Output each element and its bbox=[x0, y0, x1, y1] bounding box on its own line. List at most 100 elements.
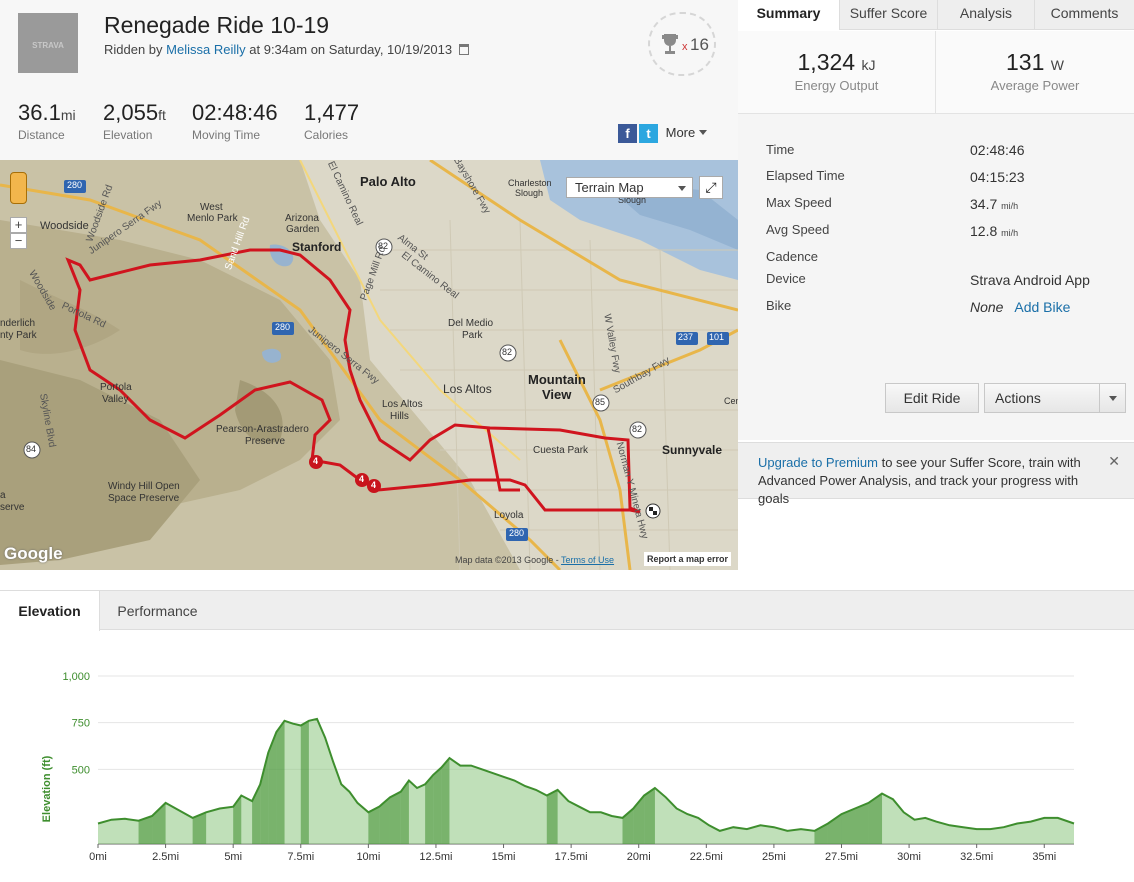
detail-value: 12.8 bbox=[970, 223, 998, 239]
map-label-los-altos-hills: Los Altos bbox=[382, 399, 423, 410]
climb-segment bbox=[276, 720, 285, 844]
stat-label: Elevation bbox=[103, 128, 153, 142]
street-view-pegman-icon[interactable] bbox=[10, 172, 27, 204]
edit-ride-button[interactable]: Edit Ride bbox=[885, 383, 979, 413]
route-map[interactable]: 4 4 4 280 280 280 101 237 82 82 82 85 84… bbox=[0, 160, 738, 570]
chevron-down-icon bbox=[699, 129, 708, 135]
stat-moving-time: 02:48:46 Moving Time bbox=[192, 100, 278, 142]
map-label-portola: Portola bbox=[100, 382, 132, 393]
stat-unit: mi bbox=[60, 107, 76, 123]
map-label-los-altos-hills-2: Hills bbox=[390, 411, 409, 422]
stat-label: Calories bbox=[304, 128, 349, 142]
segment-marker[interactable]: 4 bbox=[313, 456, 319, 466]
map-label-cen: Cen bbox=[724, 396, 738, 406]
energy-output-box: 1,324 kJ Energy Output bbox=[738, 31, 936, 113]
add-bike-link[interactable]: Add Bike bbox=[1014, 299, 1071, 315]
tab-elevation[interactable]: Elevation bbox=[0, 591, 100, 632]
segment-marker[interactable]: 4 bbox=[371, 480, 377, 490]
achievements-multiplier: x bbox=[682, 41, 688, 53]
twitter-icon[interactable]: t bbox=[639, 124, 658, 143]
trophy-icon bbox=[662, 34, 678, 54]
map-label-del-medio: Del Medio bbox=[448, 318, 494, 329]
map-label-palo-alto: Palo Alto bbox=[360, 174, 416, 189]
detail-value: 02:48:46 bbox=[970, 142, 1025, 158]
x-tick-label: 10mi bbox=[356, 851, 380, 863]
x-tick-label: 2.5mi bbox=[152, 851, 179, 863]
close-icon[interactable]: ✕ bbox=[1108, 453, 1120, 469]
detail-label-avg-speed: Avg Speed bbox=[766, 222, 830, 237]
map-type-select[interactable]: Terrain Map bbox=[566, 177, 693, 198]
fullscreen-icon[interactable]: ⤢ bbox=[699, 176, 723, 199]
report-map-error-link[interactable]: Report a map error bbox=[644, 552, 732, 566]
stat-label: Moving Time bbox=[192, 128, 261, 142]
x-tick-label: 20mi bbox=[627, 851, 651, 863]
detail-label-time: Time bbox=[766, 142, 795, 157]
stat-value: 36.1 bbox=[18, 100, 61, 125]
map-label-charleston: Charleston bbox=[508, 178, 552, 188]
tab-suffer-score[interactable]: Suffer Score bbox=[839, 0, 937, 30]
highway-label: 101 bbox=[709, 332, 725, 342]
climb-segment bbox=[260, 752, 269, 844]
map-label-mountain-view-2: View bbox=[542, 387, 572, 402]
more-share-button[interactable]: More bbox=[666, 125, 708, 140]
energy-unit: kJ bbox=[861, 57, 876, 73]
actions-label: Actions bbox=[995, 390, 1041, 406]
map-canvas bbox=[0, 160, 738, 570]
zoom-out-button[interactable]: − bbox=[10, 233, 27, 249]
y-tick-label: 1,000 bbox=[62, 671, 90, 683]
ride-title: Renegade Ride 10-19 bbox=[104, 12, 330, 38]
elevation-chart-svg: 500 750 1,000 0mi 2.5mi 5mi 7.5mi 10mi 12.5mi 15… bbox=[41, 671, 1075, 863]
detail-unit: mi/h bbox=[1001, 228, 1019, 238]
tab-comments[interactable]: Comments bbox=[1034, 0, 1134, 30]
detail-value-avg-speed: 12.8 mi/h bbox=[970, 223, 1018, 239]
detail-value-elapsed-time: 04:15:23 bbox=[970, 169, 1025, 185]
x-tick-label: 30mi bbox=[897, 851, 921, 863]
tab-performance[interactable]: Performance bbox=[117, 603, 198, 619]
climb-segment bbox=[855, 802, 869, 844]
chevron-down-icon[interactable] bbox=[1099, 384, 1125, 412]
rider-name-link[interactable]: Melissa Reilly bbox=[166, 42, 246, 57]
energy-value: 1,324 bbox=[797, 49, 856, 75]
activity-header: STRAVA Renegade Ride 10-19 Ridden by Mel… bbox=[0, 0, 738, 160]
terms-link[interactable]: Terms of Use bbox=[561, 555, 615, 565]
actions-button[interactable]: Actions bbox=[984, 383, 1126, 413]
detail-value-max-speed: 34.7 mi/h bbox=[970, 196, 1018, 212]
climb-segment bbox=[868, 793, 883, 844]
climb-segment bbox=[252, 784, 261, 844]
ride-subtitle: Ridden by Melissa Reilly at 9:34am on Sa… bbox=[104, 42, 469, 57]
climb-segment bbox=[268, 732, 277, 844]
athlete-avatar[interactable]: STRAVA bbox=[18, 13, 78, 73]
x-tick-label: 5mi bbox=[224, 851, 242, 863]
map-label-arizona: Arizona bbox=[285, 213, 319, 224]
tab-summary[interactable]: Summary bbox=[738, 0, 839, 31]
zoom-in-button[interactable]: + bbox=[10, 217, 27, 233]
device-link[interactable]: Strava Android App bbox=[970, 272, 1090, 288]
x-tick-label: 22.5mi bbox=[690, 851, 723, 863]
calendar-icon[interactable] bbox=[458, 44, 469, 55]
tab-analysis[interactable]: Analysis bbox=[937, 0, 1034, 30]
climb-segment bbox=[379, 797, 390, 844]
elevation-line bbox=[97, 717, 1075, 832]
detail-value-time: 02:48:46 bbox=[970, 142, 1025, 158]
map-label-woodside: Woodside bbox=[40, 220, 89, 232]
stat-label: Distance bbox=[18, 128, 65, 142]
elevation-area bbox=[98, 718, 1074, 844]
facebook-icon[interactable]: f bbox=[618, 124, 637, 143]
map-credit: Map data ©2013 Google - Terms of Use bbox=[455, 555, 614, 565]
bike-none: None bbox=[970, 299, 1004, 315]
elevation-chart[interactable]: 500 750 1,000 0mi 2.5mi 5mi 7.5mi 10mi 12.5mi 15… bbox=[0, 631, 1134, 882]
google-logo: Google bbox=[4, 544, 63, 563]
map-credit-text: Map data ©2013 Google - bbox=[455, 555, 559, 565]
ride-details: Time 02:48:46 Elapsed Time 04:15:23 Max … bbox=[738, 113, 1134, 440]
stat-distance: 36.1mi Distance bbox=[18, 100, 76, 142]
x-tick-label: 17.5mi bbox=[555, 851, 588, 863]
upgrade-premium-link[interactable]: Upgrade to Premium bbox=[758, 455, 878, 470]
climb-segment bbox=[633, 795, 645, 844]
detail-label-elapsed-time: Elapsed Time bbox=[766, 168, 845, 183]
climb-segment bbox=[389, 791, 401, 844]
detail-unit: mi/h bbox=[1001, 201, 1019, 211]
segment-marker[interactable]: 4 bbox=[359, 474, 365, 484]
climb-segment bbox=[192, 812, 207, 844]
achievements-badge[interactable]: x 16 bbox=[648, 12, 716, 76]
x-tick-label: 27.5mi bbox=[825, 851, 858, 863]
